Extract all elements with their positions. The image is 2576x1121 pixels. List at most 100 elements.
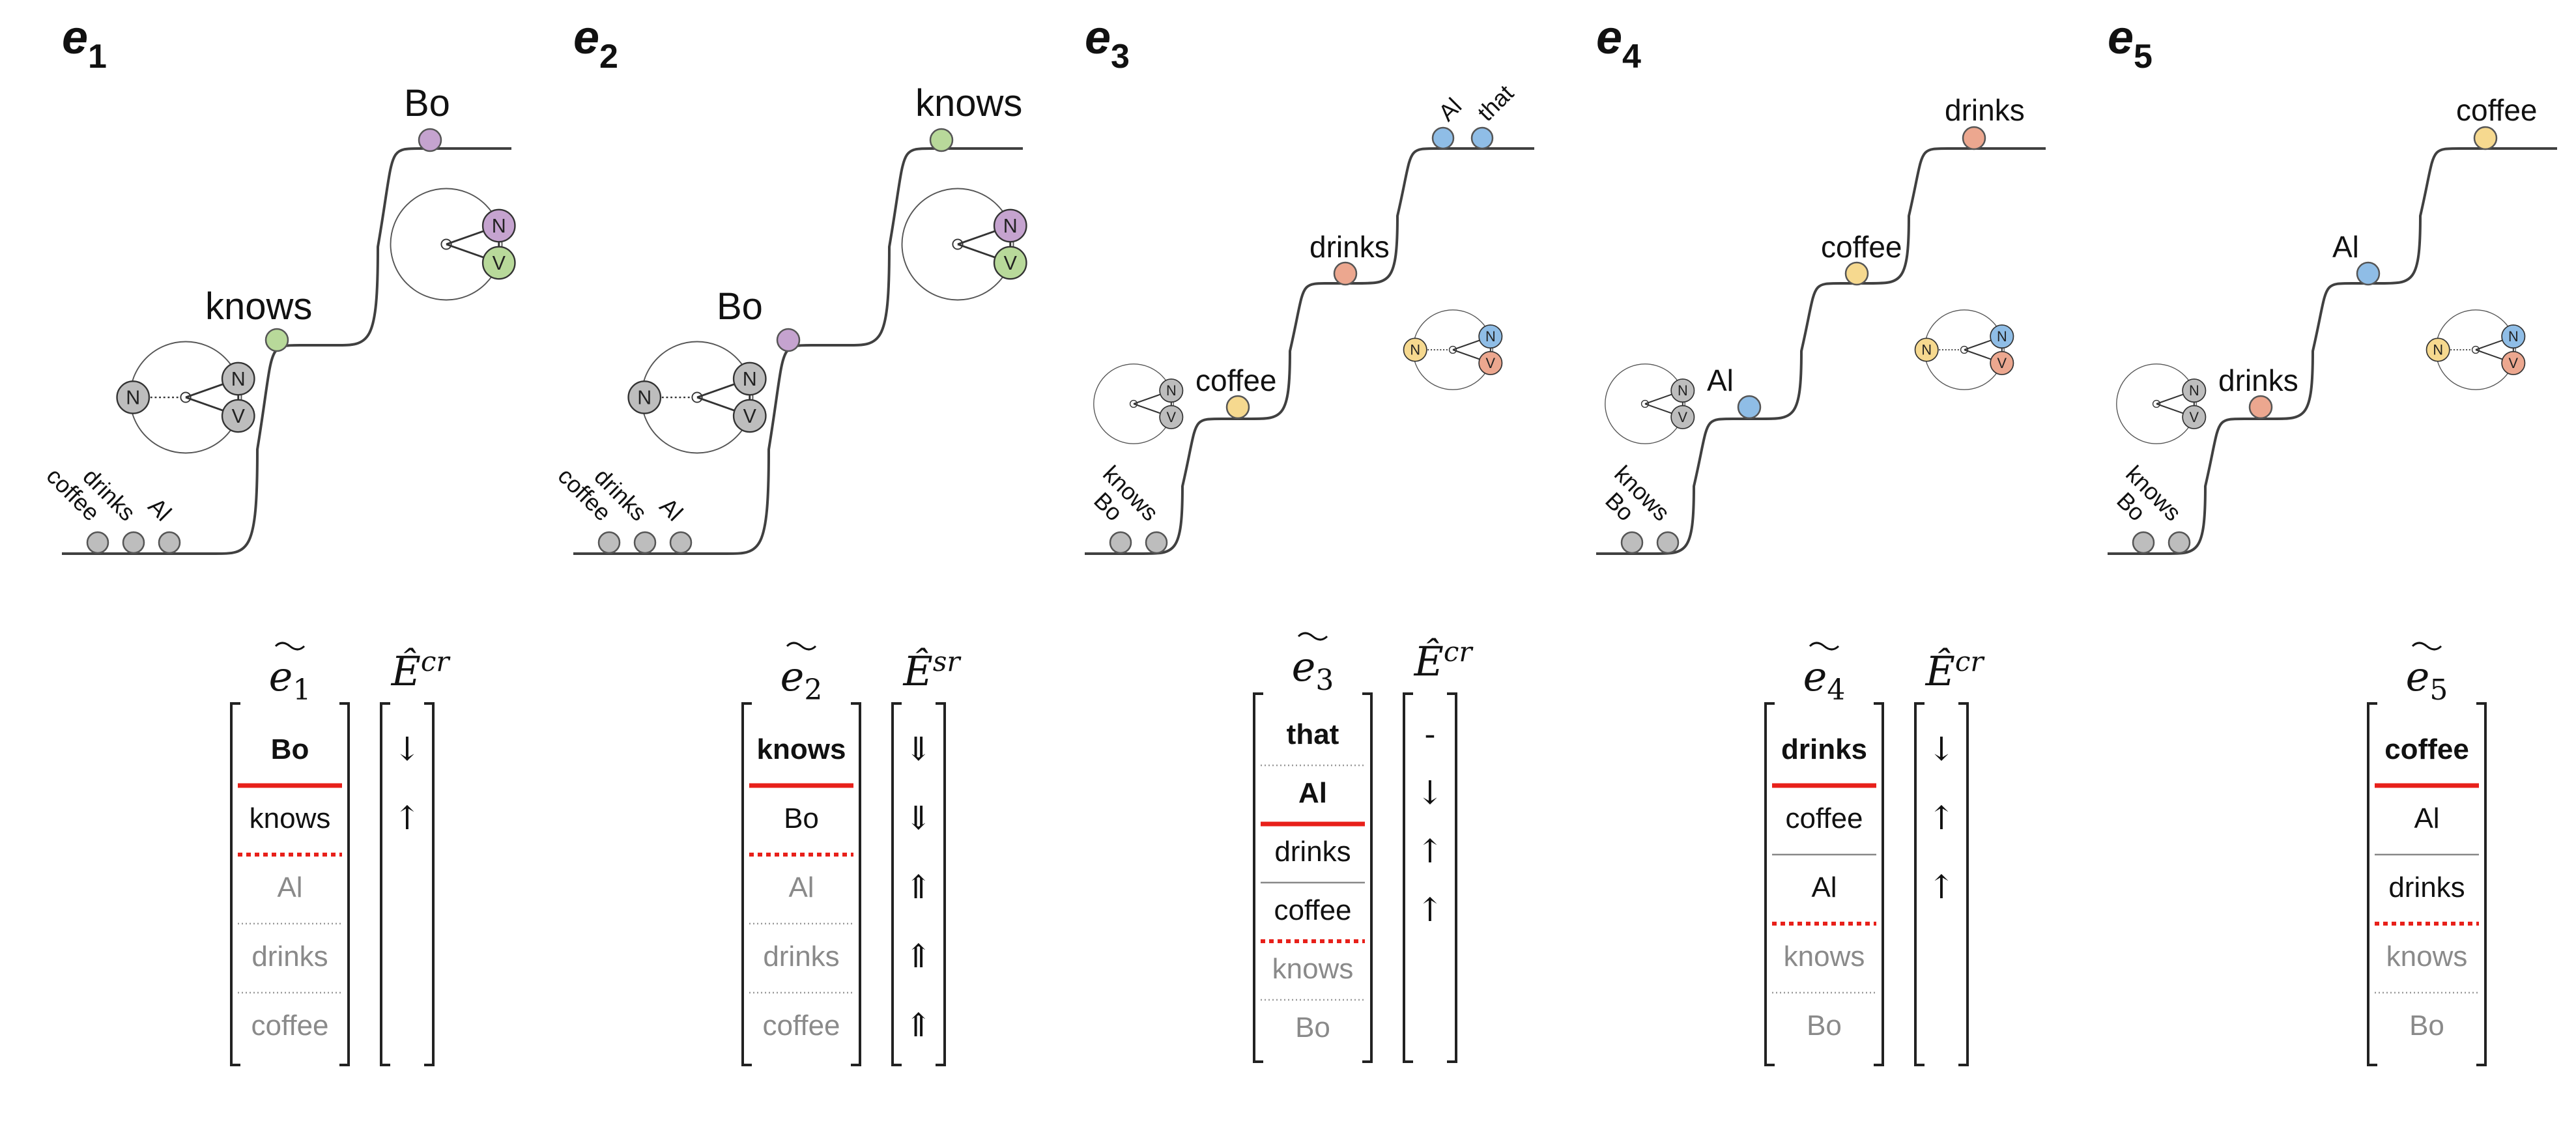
left-bracket xyxy=(1253,692,1263,1063)
tilde-mark xyxy=(1809,642,1840,651)
stack-item: coffee xyxy=(1274,894,1351,926)
panel-label-letter: e xyxy=(1596,12,1622,64)
arrow-right-bracket xyxy=(1958,702,1969,1066)
left-bracket xyxy=(2367,702,2377,1066)
order-arrow: ⇑ xyxy=(905,868,932,906)
floor-node xyxy=(1656,531,1680,554)
order-arrow: ↑ xyxy=(394,799,421,837)
stack-matrix: e2 knows Bo Al drinks coffee Êsr ⇓ ⇓ ⇑ ⇑ ⇑ xyxy=(741,642,962,1066)
glyph-node-top-label: N xyxy=(1678,382,1688,399)
glyph-node-top-label: N xyxy=(492,215,506,237)
stack-item: Al xyxy=(1298,777,1327,809)
glyph-ring xyxy=(2116,363,2197,444)
glyph-node-bottom xyxy=(1990,350,2014,375)
right-bracket xyxy=(339,702,350,1066)
glyph-node-top xyxy=(481,208,516,243)
staircase-line xyxy=(1596,147,2046,555)
glyph-node-bottom xyxy=(2501,350,2526,375)
floor-node xyxy=(2168,531,2191,554)
graph-glyph: NV xyxy=(2116,363,2207,444)
floor-node-label: Al xyxy=(655,492,689,526)
arrow-header-letter: Ê xyxy=(1414,638,1444,685)
arrow-header-sup: cr xyxy=(1444,636,1474,668)
stack-item: Al xyxy=(788,872,814,903)
floor-node xyxy=(158,531,181,554)
step-node-label: that xyxy=(1472,79,1519,126)
glyph-node-left xyxy=(116,380,150,414)
step-node-label: drinks xyxy=(1309,230,1390,264)
arrow-header: Êcr xyxy=(391,646,451,695)
glyph-ring xyxy=(1605,363,1685,444)
glyph-ring xyxy=(1093,363,1174,444)
floor-node xyxy=(1109,531,1132,554)
glyph-node-bottom-label: V xyxy=(1486,355,1496,371)
staircase-line xyxy=(573,147,1023,555)
matrix-header-index: 3 xyxy=(1315,664,1334,697)
matrix-header-tilde: e4 xyxy=(1803,653,1846,707)
step-node xyxy=(2356,261,2381,286)
step-node xyxy=(1333,261,1358,286)
step-node xyxy=(929,128,954,152)
stack-item: knows xyxy=(250,802,331,834)
graph-glyph: NNV xyxy=(627,341,767,454)
stack-matrix: e3 that Al drinks coffee knows Bo Êcr - ↓ ↑ ↑ xyxy=(1253,632,1474,1063)
glyph-node-bottom-label: V xyxy=(232,405,246,427)
order-arrow: ↑ xyxy=(1928,868,1955,906)
arrow-header: Êcr xyxy=(1925,646,1986,695)
order-arrow: ⇑ xyxy=(905,1006,932,1044)
glyph-node-bottom xyxy=(221,399,255,433)
glyph-node-left-label: N xyxy=(2433,341,2443,358)
matrix-header-tilde: e3 xyxy=(1292,643,1334,697)
matrix-header-index: 5 xyxy=(2429,674,2448,707)
arrow-right-bracket xyxy=(424,702,435,1066)
stack-item: Al xyxy=(277,872,302,903)
arrow-left-bracket xyxy=(891,702,902,1066)
tilde-mark xyxy=(2411,642,2442,651)
stack-item: knows xyxy=(2386,941,2468,972)
step-node-label: Bo xyxy=(717,285,763,328)
glyph-node-top xyxy=(221,362,255,396)
order-arrow: ↑ xyxy=(1416,891,1444,929)
left-bracket xyxy=(1764,702,1775,1066)
glyph-node-left-label: N xyxy=(126,386,140,408)
step-node xyxy=(2248,395,2273,419)
glyph-node-top xyxy=(1478,324,1503,349)
glyph-node-bottom-label: V xyxy=(1167,409,1177,425)
matrix-header-index: 4 xyxy=(1827,674,1845,707)
arrow-left-bracket xyxy=(1914,702,1925,1066)
glyph-node-top-label: N xyxy=(1485,328,1496,345)
order-arrow: ↓ xyxy=(1416,774,1444,812)
arrow-header-letter: Ê xyxy=(1925,647,1955,695)
arrow-header: Êcr xyxy=(1414,636,1474,685)
glyph-node-bottom xyxy=(993,246,1027,280)
step-node-label: coffee xyxy=(2456,93,2537,127)
stack-item: Bo xyxy=(2409,1010,2444,1042)
glyph-node-top xyxy=(1670,378,1695,403)
step-node xyxy=(1962,126,1986,150)
glyph-node-bottom-label: V xyxy=(1997,355,2007,371)
matrix-header-letter: e xyxy=(1292,643,1316,690)
glyph-ring xyxy=(901,188,1014,301)
graph-glyph: NV xyxy=(390,188,516,301)
floor-node xyxy=(597,531,621,554)
glyph-node-left xyxy=(627,380,662,414)
step-node xyxy=(776,328,801,352)
stack-item: drinks xyxy=(1274,836,1351,868)
step-node xyxy=(1431,126,1455,150)
step-node-label: drinks xyxy=(1945,93,2025,127)
glyph-node-bottom-label: V xyxy=(1678,409,1688,425)
glyph-node-bottom xyxy=(1670,404,1695,429)
step-node-label: Al xyxy=(1707,363,1734,397)
arrow-header: Êsr xyxy=(903,646,962,695)
step-node xyxy=(2473,126,2498,150)
floor-node xyxy=(1145,531,1168,554)
stack-item: drinks xyxy=(251,941,328,972)
panel-label-letter: e xyxy=(62,12,88,64)
glyph-node-bottom xyxy=(732,399,767,433)
glyph-node-bottom xyxy=(1159,404,1184,429)
panel-label-letter: e xyxy=(2108,12,2134,64)
stack-item: Al xyxy=(1811,872,1837,903)
step-node-label: Al xyxy=(1433,92,1467,126)
right-bracket xyxy=(2476,702,2487,1066)
